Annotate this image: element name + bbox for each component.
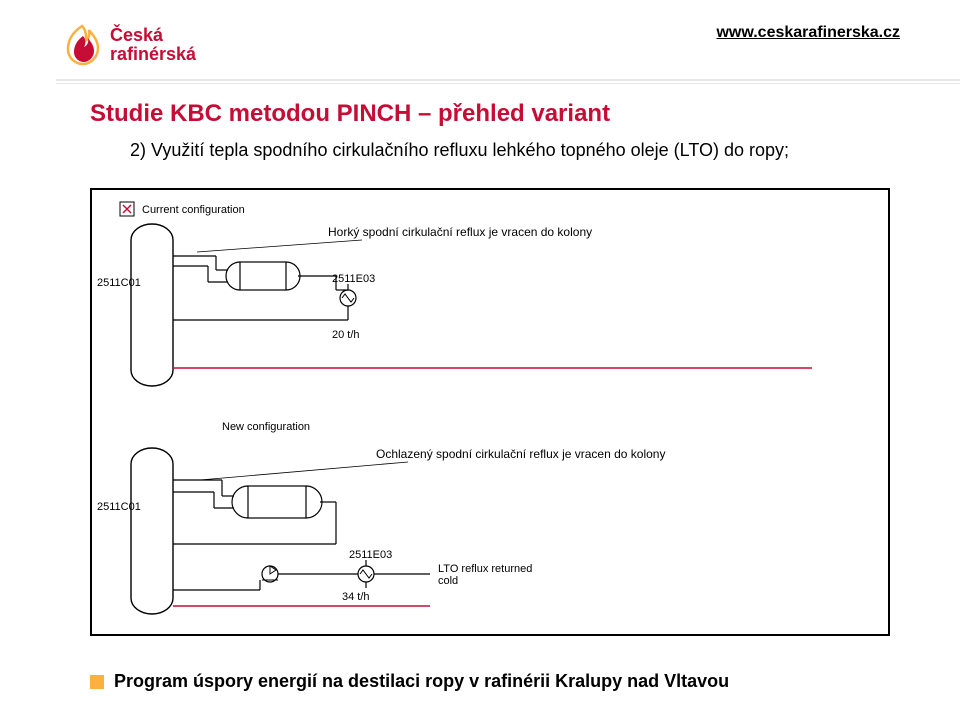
new-caption-pointer — [200, 462, 408, 480]
flame-icon — [56, 24, 102, 66]
company-logo: Česká rafinérská — [56, 24, 196, 66]
new-column — [131, 448, 173, 614]
new-extra-label2: cold — [438, 575, 458, 587]
new-heat-exchanger — [358, 560, 374, 588]
footer-text: Program úspory energií na destilaci ropy… — [114, 671, 729, 692]
new-caption: Ochlazený spodní cirkulační reflux je vr… — [376, 447, 665, 461]
new-extra-label1: LTO reflux returned — [438, 563, 532, 575]
page-title: Studie KBC metodou PINCH – přehled varia… — [90, 100, 610, 128]
new-flow-label: 34 t/h — [342, 591, 370, 603]
diagram-panel: Current configuration 2511C01 2511E03 20… — [90, 188, 890, 636]
header: Česká rafinérská www.ceskarafinerska.cz — [56, 24, 900, 66]
current-label-box — [120, 202, 134, 216]
current-column-tag: 2511C01 — [97, 277, 141, 289]
footer: Program úspory energií na destilaci ropy… — [90, 671, 729, 692]
company-name-line1: Česká — [110, 26, 196, 45]
new-exchanger-tag: 2511E03 — [349, 549, 392, 561]
new-pump — [262, 566, 278, 582]
current-vessel — [226, 262, 300, 290]
current-caption: Horký spodní cirkulační reflux je vracen… — [328, 225, 592, 239]
header-divider — [56, 79, 960, 81]
current-flow-label: 20 t/h — [332, 329, 360, 341]
company-url[interactable]: www.ceskarafinerska.cz — [716, 24, 900, 42]
new-vessel — [232, 486, 322, 518]
new-column-tag: 2511C01 — [97, 501, 141, 513]
company-name-line2: rafinérská — [110, 45, 196, 64]
current-heat-exchanger — [340, 284, 356, 312]
new-config-label: New configuration — [222, 421, 310, 433]
process-diagram: Current configuration 2511C01 2511E03 20… — [92, 190, 888, 634]
bullet-icon — [90, 675, 104, 689]
current-config-label: Current configuration — [142, 204, 245, 216]
current-caption-pointer — [197, 240, 362, 252]
current-column — [131, 224, 173, 386]
current-exchanger-tag: 2511E03 — [332, 273, 375, 285]
page-subtitle: 2) Využití tepla spodního cirkulačního r… — [130, 140, 900, 161]
